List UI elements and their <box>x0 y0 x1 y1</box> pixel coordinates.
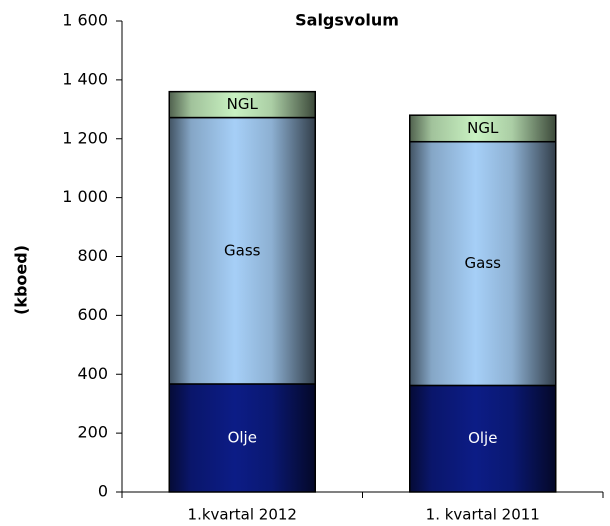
bar-segment <box>168 90 316 119</box>
bar-segment <box>168 116 316 385</box>
segment-label: Gass <box>465 254 502 272</box>
y-tick-label: 0 <box>98 482 108 501</box>
y-tick-label: 1 400 <box>62 69 108 88</box>
segment-label: NGL <box>467 119 499 137</box>
segment-label: Gass <box>224 241 261 259</box>
bar-segment <box>409 140 557 387</box>
y-tick-label: 1 600 <box>62 11 108 30</box>
y-tick-label: 1 000 <box>62 187 108 206</box>
y-tick-label: 800 <box>77 246 108 265</box>
y-tick-label: 200 <box>77 423 108 442</box>
segment-label: Olje <box>228 428 257 446</box>
bar-segment <box>409 114 557 143</box>
bar-segment <box>168 383 316 493</box>
x-tick-label: 1.kvartal 2012 <box>188 506 297 524</box>
y-tick-label: 600 <box>77 305 108 324</box>
x-tick-label: 1. kvartal 2011 <box>426 506 540 524</box>
segment-label: Olje <box>468 429 497 447</box>
y-tick-label: 400 <box>77 364 108 383</box>
segment-label: NGL <box>227 95 259 113</box>
y-axis-title: (kboed) <box>12 245 31 315</box>
chart-title: Salgsvolum <box>295 11 399 30</box>
y-tick-label: 1 200 <box>62 128 108 147</box>
bar-segment <box>409 384 557 493</box>
